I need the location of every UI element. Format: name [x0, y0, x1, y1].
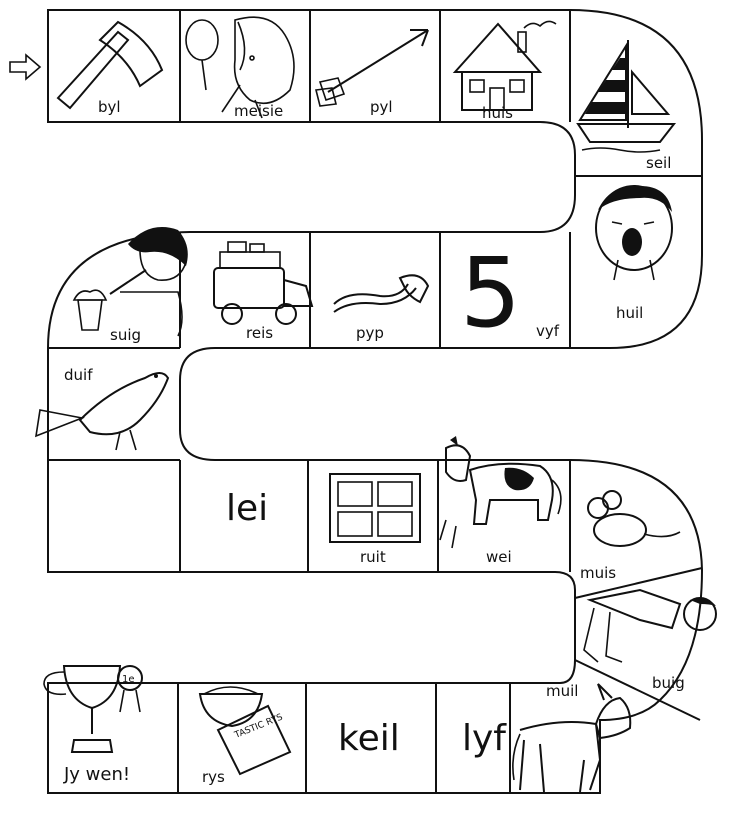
- row-1-dividers: [179, 10, 571, 122]
- square-label: huis: [482, 104, 513, 122]
- square-reis[interactable]: reis: [213, 241, 314, 342]
- square-keil[interactable]: keil: [338, 718, 400, 759]
- square-label: huil: [616, 304, 643, 322]
- trophy-badge: 1e: [122, 674, 135, 685]
- cow-grazing-icon: [439, 436, 562, 549]
- square-label: suig: [110, 326, 141, 344]
- square-label: vyf: [536, 322, 560, 340]
- square-huis[interactable]: huis: [452, 20, 557, 122]
- square-label: buig: [652, 674, 685, 692]
- arrow-icon: [315, 29, 429, 107]
- square-label: duif: [64, 366, 93, 384]
- row-4-dividers: [177, 683, 511, 793]
- square-label: wei: [486, 548, 512, 566]
- square-big-word: keil: [338, 718, 400, 759]
- boy-bending-icon: [583, 588, 717, 663]
- girl-with-mirror-icon: [185, 16, 295, 119]
- boy-drinking-icon: [72, 227, 188, 337]
- square-pyl[interactable]: pyl: [315, 29, 429, 116]
- square-seil[interactable]: seil: [576, 40, 677, 172]
- row-3-dividers: [179, 460, 703, 721]
- square-pyp[interactable]: pyp: [333, 274, 430, 342]
- square-label: ruit: [360, 548, 386, 566]
- square-label: meisie: [234, 102, 283, 120]
- square-label: rys: [202, 768, 225, 786]
- trophy-icon: 1e: [43, 665, 143, 753]
- square-rys[interactable]: TASTIC RYS rys: [198, 686, 292, 786]
- house-icon: [452, 20, 557, 111]
- sailboat-icon: [576, 40, 677, 153]
- square-label: muis: [580, 564, 616, 582]
- start-arrow-icon: [9, 53, 42, 81]
- square-buig[interactable]: buig: [583, 588, 717, 692]
- square-byl[interactable]: byl: [56, 20, 164, 116]
- square-muil[interactable]: muil: [512, 682, 632, 793]
- square-suig[interactable]: suig: [72, 227, 188, 344]
- square-label: pyp: [356, 324, 384, 342]
- square-meisie[interactable]: meisie: [185, 16, 295, 120]
- pipe-icon: [333, 274, 430, 313]
- crying-boy-icon: [595, 185, 673, 281]
- square-vyf[interactable]: 5 vyf: [460, 237, 560, 349]
- dove-icon: [34, 372, 170, 451]
- rice-bowl-icon: TASTIC RYS: [198, 686, 292, 776]
- square-muis[interactable]: muis: [580, 490, 681, 582]
- mouse-icon: [587, 490, 681, 547]
- loaded-car-icon: [213, 241, 314, 325]
- square-huil[interactable]: huil: [595, 185, 673, 322]
- axe-icon: [56, 20, 164, 110]
- square-lei[interactable]: lei: [226, 488, 268, 529]
- square-label: pyl: [370, 98, 393, 116]
- square-label: muil: [546, 682, 578, 700]
- square-big-word: lei: [226, 488, 268, 529]
- window-pane-icon: [329, 473, 421, 543]
- square-jy-wen[interactable]: 1e Jy wen!: [43, 665, 143, 785]
- square-duif[interactable]: duif: [34, 366, 170, 451]
- number-five: 5: [460, 237, 521, 349]
- square-wei[interactable]: wei: [439, 436, 562, 566]
- square-big-word: lyf: [462, 718, 507, 759]
- donkey-icon: [512, 683, 632, 793]
- square-label: reis: [246, 324, 273, 342]
- square-lyf[interactable]: lyf: [462, 718, 507, 759]
- square-ruit[interactable]: ruit: [329, 473, 421, 566]
- board-outline: [46, 9, 704, 794]
- finish-label: Jy wen!: [63, 764, 130, 785]
- square-label: seil: [646, 154, 671, 172]
- rice-packet-text: TASTIC RYS: [232, 712, 284, 741]
- square-label: byl: [98, 98, 121, 116]
